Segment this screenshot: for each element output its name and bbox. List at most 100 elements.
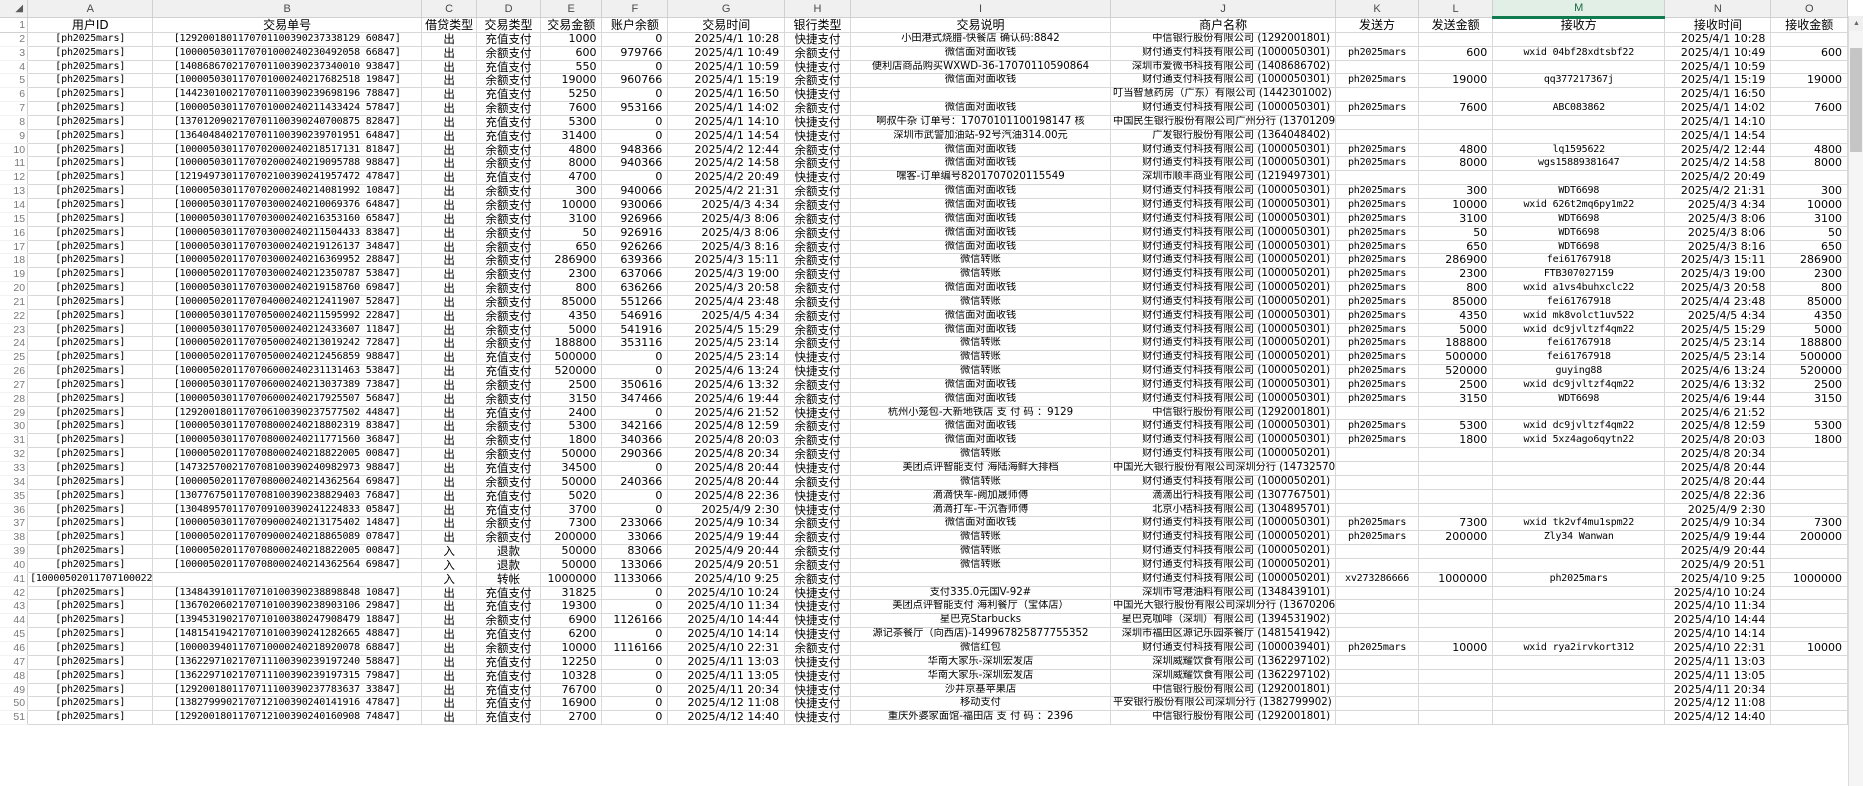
table-row[interactable]: 46 [ph2025mars] [1000039401170710000240218… <box>0 641 1848 656</box>
cell-A37[interactable]: [ph2025mars] <box>27 516 154 532</box>
cell-A18[interactable]: [ph2025mars] <box>27 253 154 269</box>
cell-L40[interactable] <box>1418 558 1494 573</box>
cell-J12[interactable]: 深圳市顺丰商业有限公司 (1219497301) <box>1110 170 1337 186</box>
table-row[interactable]: 43 [ph2025mars] [1367020602170710100390238… <box>0 599 1848 615</box>
cell-D28[interactable]: 余额支付 <box>476 392 541 407</box>
cell-A30[interactable]: [ph2025mars] <box>27 419 154 435</box>
cell-L26[interactable]: 520000 <box>1418 364 1494 379</box>
cell-A47[interactable]: [ph2025mars] <box>27 655 154 670</box>
cell-J15[interactable]: 财付通支付科技有限公司 (1000050301) <box>1110 212 1337 227</box>
cell-O10[interactable]: 4800 <box>1770 143 1848 158</box>
cell-I10[interactable]: 微信面对面收钱 <box>850 143 1112 158</box>
table-row[interactable]: 20 [ph2025mars] [1000050301170703000240219… <box>0 281 1848 296</box>
header-cell-D[interactable]: 交易类型 <box>476 17 541 33</box>
cell-B23[interactable]: [1000050301170705000240212433607 11847] <box>152 323 422 338</box>
cell-D47[interactable]: 充值支付 <box>476 655 541 670</box>
cell-C21[interactable]: 出 <box>421 295 478 310</box>
cell-F49[interactable]: 0 <box>601 683 669 698</box>
cell-M40[interactable] <box>1492 558 1666 573</box>
cell-H14[interactable]: 余额支付 <box>784 198 851 213</box>
cell-K46[interactable]: ph2025mars <box>1335 641 1419 656</box>
cell-J30[interactable]: 财付通支付科技有限公司 (1000050301) <box>1110 419 1337 435</box>
cell-G31[interactable]: 2025/4/8 20:03 <box>667 433 786 449</box>
cell-M45[interactable] <box>1492 627 1666 642</box>
cell-A14[interactable]: [ph2025mars] <box>27 198 154 213</box>
cell-H43[interactable]: 快捷支付 <box>784 599 851 615</box>
table-row[interactable]: 39 [ph2025mars] [1000050201170708000240218… <box>0 544 1848 559</box>
cell-C22[interactable]: 出 <box>421 309 478 324</box>
cell-M38[interactable]: Zly34 Wanwan <box>1492 530 1666 546</box>
cell-J38[interactable]: 财付通支付科技有限公司 (1000050201) <box>1110 530 1337 546</box>
cell-H29[interactable]: 快捷支付 <box>784 406 851 421</box>
cell-E26[interactable]: 520000 <box>540 364 603 379</box>
cell-J28[interactable]: 财付通支付科技有限公司 (1000050301) <box>1110 392 1337 407</box>
cell-L6[interactable] <box>1418 87 1494 103</box>
cell-H5[interactable]: 余额支付 <box>784 73 851 89</box>
table-row[interactable]: 24 [ph2025mars] [1000050201170705000240213… <box>0 336 1848 352</box>
cell-L9[interactable] <box>1418 129 1494 144</box>
cell-M43[interactable] <box>1492 599 1666 615</box>
cell-F43[interactable]: 0 <box>601 599 669 615</box>
cell-K3[interactable]: ph2025mars <box>1335 46 1419 61</box>
cell-A26[interactable]: [ph2025mars] <box>27 364 154 379</box>
row-number[interactable]: 51 <box>0 710 29 726</box>
cell-L25[interactable]: 500000 <box>1418 350 1494 366</box>
cell-N32[interactable]: 2025/4/8 20:34 <box>1664 447 1772 462</box>
cell-L37[interactable]: 7300 <box>1418 516 1494 532</box>
cell-I48[interactable]: 华南大家乐-深圳宏发店 <box>850 669 1112 684</box>
cell-N20[interactable]: 2025/4/3 20:58 <box>1664 281 1772 296</box>
cell-H44[interactable]: 快捷支付 <box>784 613 851 629</box>
cell-N4[interactable]: 2025/4/1 10:59 <box>1664 60 1772 75</box>
cell-B46[interactable]: [1000039401170710000240218920078 68847] <box>152 641 422 656</box>
column-header-J[interactable]: J <box>1110 0 1337 18</box>
cell-J16[interactable]: 财付通支付科技有限公司 (1000050301) <box>1110 226 1337 241</box>
cell-D25[interactable]: 充值支付 <box>476 350 541 366</box>
table-row[interactable]: 28 [ph2025mars] [1000050301170706000240217… <box>0 392 1848 407</box>
cell-F39[interactable]: 83066 <box>601 544 669 559</box>
cell-L17[interactable]: 650 <box>1418 240 1494 255</box>
cell-C16[interactable]: 出 <box>421 226 478 241</box>
cell-D33[interactable]: 充值支付 <box>476 461 541 476</box>
table-row[interactable]: 51 [ph2025mars] [1292001801170712100390240… <box>0 710 1848 726</box>
cell-H48[interactable]: 快捷支付 <box>784 669 851 684</box>
cell-I17[interactable]: 微信面对面收钱 <box>850 240 1112 255</box>
cell-I13[interactable]: 微信面对面收钱 <box>850 184 1112 199</box>
table-row[interactable]: 47 [ph2025mars] [1362297102170711100390239… <box>0 655 1848 670</box>
cell-M37[interactable]: wxid tk2vf4mu1spm22 <box>1492 516 1666 532</box>
cell-L36[interactable] <box>1418 503 1494 518</box>
cell-L12[interactable] <box>1418 170 1494 186</box>
cell-B39[interactable]: [1000050201170708000240218822005 00847] <box>152 544 422 559</box>
cell-K37[interactable]: ph2025mars <box>1335 516 1419 532</box>
cell-G28[interactable]: 2025/4/6 19:44 <box>667 392 786 407</box>
cell-A39[interactable]: [ph2025mars] <box>27 544 154 559</box>
cell-O3[interactable]: 600 <box>1770 46 1848 61</box>
cell-B44[interactable]: [1394531902170710100380247908479 18847] <box>152 613 422 629</box>
cell-C50[interactable]: 出 <box>421 696 478 712</box>
cell-D11[interactable]: 余额支付 <box>476 156 541 172</box>
cell-H15[interactable]: 余额支付 <box>784 212 851 227</box>
column-header-D[interactable]: D <box>476 0 541 18</box>
cell-L38[interactable]: 200000 <box>1418 530 1494 546</box>
cell-M46[interactable]: wxid rya2irvkort312 <box>1492 641 1666 656</box>
cell-C49[interactable]: 出 <box>421 683 478 698</box>
row-number[interactable]: 32 <box>0 447 29 462</box>
cell-B14[interactable]: [1000050301170703000240210069376 64847] <box>152 198 422 213</box>
cell-F40[interactable]: 133066 <box>601 558 669 573</box>
cell-M15[interactable]: WDT6698 <box>1492 212 1666 227</box>
cell-N10[interactable]: 2025/4/2 12:44 <box>1664 143 1772 158</box>
cell-I25[interactable]: 微信转账 <box>850 350 1112 366</box>
cell-N5[interactable]: 2025/4/1 15:19 <box>1664 73 1772 89</box>
cell-D27[interactable]: 余额支付 <box>476 378 541 393</box>
table-row[interactable]: 14 [ph2025mars] [1000050301170703000240210… <box>0 198 1848 213</box>
cell-B18[interactable]: [1000050201170703000240216369952 28847] <box>152 253 422 269</box>
cell-O17[interactable]: 650 <box>1770 240 1848 255</box>
row-number[interactable]: 6 <box>0 87 29 103</box>
cell-M49[interactable] <box>1492 683 1666 698</box>
row-number[interactable]: 44 <box>0 613 29 629</box>
cell-B7[interactable]: [1000050301170701000240211433424 57847] <box>152 101 422 116</box>
cell-I29[interactable]: 杭州小笼包-大新地铁店 支 付 码 ：9129 <box>850 406 1112 421</box>
cell-F13[interactable]: 940066 <box>601 184 669 199</box>
cell-I4[interactable]: 便利店商品购买WXWD-36-17070110590864 <box>850 60 1112 75</box>
cell-A42[interactable]: [ph2025mars] <box>27 586 154 601</box>
cell-A41[interactable]: [1000050201170710002209000190005 2519568… <box>27 572 154 587</box>
